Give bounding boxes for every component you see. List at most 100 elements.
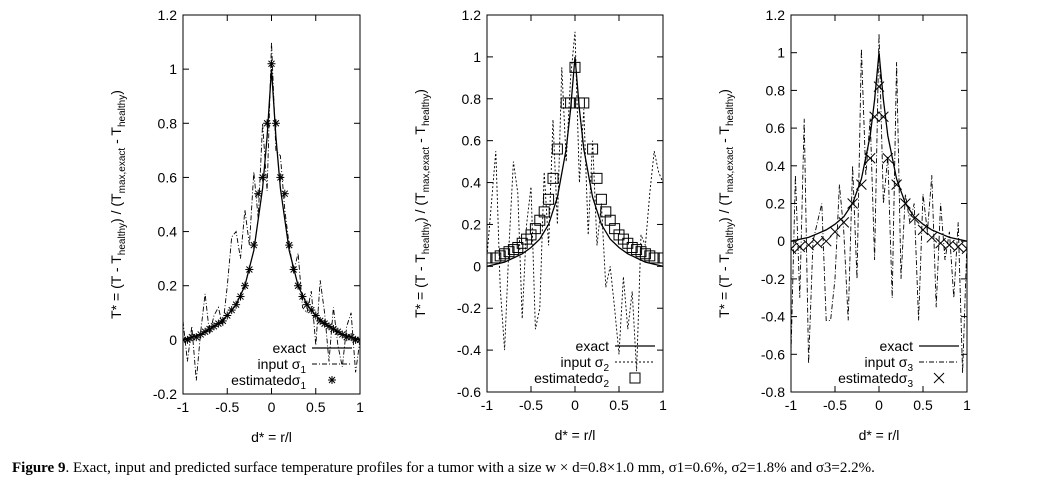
estimated-point bbox=[794, 241, 806, 253]
x-tick-label: 1 bbox=[356, 399, 364, 415]
estimated-point bbox=[644, 250, 656, 262]
y-axis-label: T* = (T - Thealthy) / (Tmax,exact - Thea… bbox=[108, 90, 128, 319]
y-tick-label: 0 bbox=[777, 233, 785, 249]
y-tick-label: 1 bbox=[169, 61, 177, 77]
star-stroke bbox=[201, 328, 209, 336]
estimated-point bbox=[869, 111, 880, 123]
estimated-point bbox=[201, 327, 210, 336]
estimated-point bbox=[626, 241, 638, 253]
x-tick-label: 1 bbox=[963, 397, 971, 413]
x-stroke bbox=[856, 179, 867, 191]
estimated-point bbox=[490, 252, 502, 264]
estimated-point bbox=[873, 81, 885, 92]
estimated-point bbox=[534, 214, 546, 226]
estimated-point bbox=[276, 173, 285, 182]
estimated-point bbox=[525, 229, 537, 241]
estimated-point bbox=[803, 239, 814, 251]
legend-label: estimatedσ2 bbox=[534, 370, 609, 390]
star-stroke bbox=[294, 282, 302, 290]
star-stroke bbox=[237, 293, 244, 300]
star-stroke bbox=[321, 320, 328, 327]
estimated-point bbox=[249, 241, 258, 250]
x-stroke bbox=[838, 216, 850, 228]
star-stroke bbox=[316, 317, 324, 325]
estimated-point bbox=[516, 237, 528, 249]
estimated-point bbox=[183, 335, 192, 344]
x-stroke bbox=[878, 111, 889, 123]
estimated-point bbox=[245, 265, 254, 274]
y-tick-label: -0.2 bbox=[761, 271, 785, 287]
estimated-point bbox=[205, 325, 214, 334]
series-exact-line bbox=[487, 56, 663, 267]
x-stroke bbox=[935, 237, 946, 249]
x-stroke bbox=[803, 239, 814, 251]
estimated-point bbox=[254, 189, 263, 198]
star-stroke bbox=[325, 322, 333, 330]
star-stroke bbox=[338, 331, 346, 338]
star-stroke bbox=[232, 301, 240, 309]
estimated-point bbox=[307, 306, 316, 315]
estimated-point bbox=[223, 311, 232, 320]
figure-caption: Figure 9. Exact, input and predicted sur… bbox=[12, 460, 1052, 477]
y-tick-label: -0.6 bbox=[761, 346, 785, 362]
y-tick-label: 0.8 bbox=[158, 115, 178, 131]
series-input-line bbox=[487, 31, 663, 372]
legend-label: input σ3 bbox=[865, 354, 914, 374]
legend-label: estimatedσ1 bbox=[231, 372, 306, 392]
chart-1: -1 -0.5 0 0.5 1 -0.2 0 0.2 0.4 0.6 0.8 1 1.2 d* = r/l… bbox=[108, 7, 364, 445]
star-stroke bbox=[312, 312, 320, 319]
x-axis-label: d* = r/l bbox=[555, 427, 596, 443]
star-stroke bbox=[285, 241, 293, 249]
estimated-point bbox=[258, 173, 267, 182]
estimated-point bbox=[926, 232, 938, 243]
estimated-point bbox=[227, 306, 236, 315]
star-stroke bbox=[215, 320, 222, 327]
legend-marker-star bbox=[328, 376, 336, 384]
estimated-point bbox=[569, 61, 581, 73]
legend-marker-square bbox=[629, 372, 641, 384]
estimated-point bbox=[499, 248, 511, 260]
y-tick-label: 1.2 bbox=[462, 7, 482, 23]
estimated-point bbox=[864, 152, 876, 164]
estimated-point bbox=[878, 111, 889, 123]
x-stroke bbox=[926, 232, 938, 243]
estimated-point bbox=[935, 237, 946, 249]
estimated-point bbox=[900, 198, 911, 209]
estimated-point bbox=[298, 292, 307, 301]
estimated-point bbox=[267, 59, 276, 68]
estimated-point bbox=[609, 223, 621, 235]
estimated-point bbox=[263, 119, 272, 128]
estimated-point bbox=[329, 325, 338, 334]
estimated-point bbox=[232, 300, 241, 309]
x-tick-label: 0 bbox=[571, 397, 579, 413]
star-stroke bbox=[228, 306, 236, 314]
x-stroke bbox=[794, 241, 806, 253]
star-stroke bbox=[276, 174, 284, 181]
x-tick-label: -1 bbox=[785, 397, 798, 413]
star-stroke bbox=[219, 317, 227, 325]
estimated-point bbox=[209, 322, 218, 331]
x-tick-label: -0.5 bbox=[215, 399, 239, 415]
y-tick-label: 0.6 bbox=[158, 169, 178, 185]
y-axis-label: T* = (T - Thealthy) / (Tmax,exact - Thea… bbox=[716, 89, 736, 318]
estimated-point bbox=[347, 333, 356, 342]
legend-label: input σ1 bbox=[258, 356, 307, 376]
star-stroke bbox=[334, 328, 342, 336]
estimated-point bbox=[847, 198, 858, 209]
estimated-point bbox=[952, 241, 964, 253]
y-tick-label: 1.2 bbox=[766, 7, 786, 23]
star-stroke bbox=[303, 301, 311, 309]
y-tick-label: 0.6 bbox=[462, 133, 482, 149]
estimated-point bbox=[294, 281, 303, 290]
plot-frame bbox=[486, 14, 664, 393]
estimated-point bbox=[587, 143, 599, 155]
estimated-point bbox=[908, 213, 920, 224]
caption-text: . Exact, input and predicted surface tem… bbox=[65, 460, 875, 476]
estimated-point bbox=[613, 229, 625, 241]
plot-area bbox=[791, 33, 967, 374]
estimated-point bbox=[600, 206, 612, 218]
estimated-point bbox=[812, 237, 823, 249]
x-stroke bbox=[900, 198, 911, 209]
star-stroke bbox=[307, 306, 315, 314]
